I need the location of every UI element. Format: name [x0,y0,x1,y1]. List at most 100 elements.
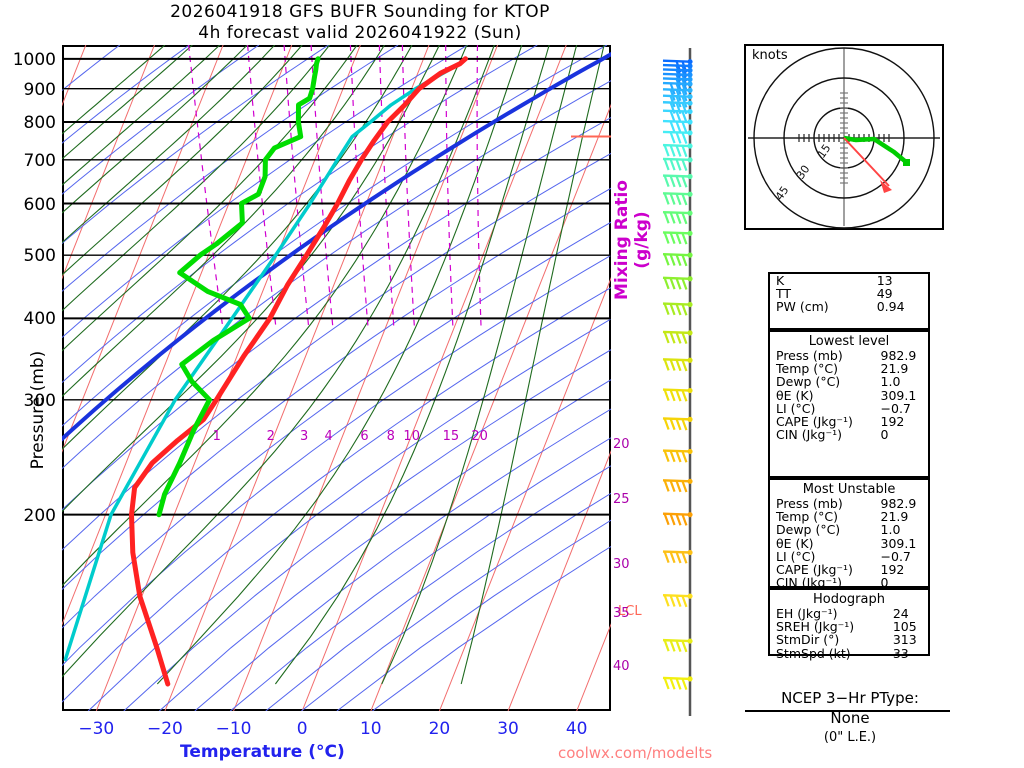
row-value: 21.9 [880,509,909,525]
table-row: LI (°C) −0.7 [770,402,928,415]
skewt-plot-frame [62,45,611,711]
temperature-tick--20: −20 [146,719,183,739]
table-row: SREH (Jkg⁻¹) 105 [770,620,928,633]
most-unstable-title: Most Unstable [802,482,896,497]
row-value: −0.7 [880,400,911,416]
hodograph-stats-title: Hodograph [813,592,885,607]
mixing-ratio-tick-1: 1 [212,429,221,444]
row-value: 192 [880,414,905,430]
table-row: TT 49 [770,287,928,300]
title-line-2: 4h forecast valid 2026041922 (Sun) [198,23,522,43]
table-row: CAPE (Jkg⁻¹) 192 [770,415,928,428]
row-value: 0 [880,427,889,443]
temperature-tick-10: 10 [359,719,382,739]
pressure-tick-400: 400 [23,309,56,330]
table-row: StmSpd (kt) 33 [770,645,928,661]
ptype-value: None [830,709,870,727]
height-tick-20: 20 [613,437,630,452]
mixing-ratio-tick-3: 3 [299,429,309,444]
mixing-ratio-tick-8: 8 [386,429,395,444]
row-key: θE (K) [776,535,814,551]
row-value: 49 [876,286,893,302]
lcl-label: LCL [618,604,642,619]
table-row: θE (K) 309.1 [770,535,928,551]
table-row: LI (°C) −0.7 [770,550,928,563]
table-row: EH (Jkg⁻¹) 24 [770,607,928,620]
row-key: StmSpd (kt) [776,645,851,661]
row-value: 309.1 [880,535,917,551]
svg-text:15: 15 [815,142,834,161]
row-key: Dewp (°C) [776,374,841,390]
temperature-tick--10: −10 [215,719,252,739]
height-tick-35: 35 [613,606,630,621]
chart-title: 2026041918 GFS BUFR Sounding for KTOP 4h… [0,2,720,44]
row-key: Temp (°C) [776,361,839,377]
row-key: θE (K) [776,387,814,403]
table-row: θE (K) 309.1 [770,387,928,403]
row-key: Temp (°C) [776,509,839,525]
pressure-tick-900: 900 [23,79,56,100]
lowest-level-title: Lowest level [808,334,890,349]
row-value: 192 [880,562,905,578]
row-value: 1.0 [880,522,901,538]
lowest-level-table: Press (mb) 982.9 Temp (°C) 21.9 Dewp (°C) 1.0… [770,348,928,442]
row-key: CAPE (Jkg⁻¹) [776,414,853,430]
row-key: EH (Jkg⁻¹) [776,606,838,621]
row-key: StmDir (°) [776,632,840,648]
pressure-tick-200: 200 [23,505,56,526]
table-row: CAPE (Jkg⁻¹) 192 [770,563,928,576]
height-tick-40: 40 [613,659,630,674]
mixing-ratio-axis-title: Mixing Ratio (g/kg) [612,180,652,300]
table-row: Temp (°C) 21.9 [770,362,928,375]
row-value: 21.9 [880,361,909,377]
row-key: TT [776,286,792,302]
row-key: Press (mb) [776,348,843,363]
ptype-amount: (0" L.E.) [823,730,877,745]
ptype-heading: NCEP 3−Hr PType: [781,689,919,707]
pressure-tick-600: 600 [23,194,56,215]
lowest-level-panel: Lowest level Press (mb) 982.9 Temp (°C) 21.… [768,330,930,478]
row-value: 982.9 [880,496,917,511]
height-tick-25: 25 [613,492,630,507]
table-row: Dewp (°C) 1.0 [770,523,928,536]
table-row: CIN (Jkg⁻¹) 0 [770,576,928,589]
ptype-divider [745,710,950,712]
table-row: K 13 [770,274,928,287]
mixing-ratio-tick-2: 2 [266,429,275,444]
temperature-axis-title: Temperature (°C) [180,742,345,762]
row-key: CAPE (Jkg⁻¹) [776,562,853,578]
hodograph-stats-panel: Hodograph EH (Jkg⁻¹) 24 SREH (Jkg⁻¹) 105 Stm… [768,588,930,660]
row-value: 309.1 [880,387,917,403]
row-value: 13 [876,273,893,288]
wind-barb-column [662,48,693,716]
skewt-diagram [62,45,611,711]
temperature-tick-0: 0 [296,719,308,739]
table-row: Press (mb) 982.9 [770,497,928,510]
temperature-tick--30: −30 [78,719,115,739]
table-row: PW (cm) 0.94 [770,300,928,313]
row-value: 982.9 [880,348,917,363]
row-key: CIN (Jkg⁻¹) [776,427,842,443]
svg-text:45: 45 [773,184,792,203]
table-row: Dewp (°C) 1.0 [770,375,928,388]
table-row: CIN (Jkg⁻¹) 0 [770,428,928,441]
row-value: 0 [880,575,889,591]
row-value: −0.7 [880,548,911,564]
temperature-tick-30: 30 [497,719,519,739]
mixing-ratio-tick-10: 10 [403,429,420,444]
row-key: Dewp (°C) [776,522,841,538]
temperature-tick-40: 40 [565,719,588,739]
mixing-ratio-tick-6: 6 [360,429,369,444]
mixing-ratio-tick-20: 20 [471,429,488,444]
row-value: 33 [892,645,909,661]
row-key: K [776,273,785,288]
mixing-ratio-tick-4: 4 [324,429,333,444]
row-key: LI (°C) [776,548,816,564]
row-value: 24 [892,606,909,621]
row-value: 313 [892,632,917,648]
pressure-tick-800: 800 [23,113,56,134]
mixing-ratio-tick-15: 15 [442,429,460,444]
credit-text: coolwx.com/modelts [558,744,713,762]
indices-table: K 13 TT 49 PW (cm) 0.94 [770,274,928,314]
